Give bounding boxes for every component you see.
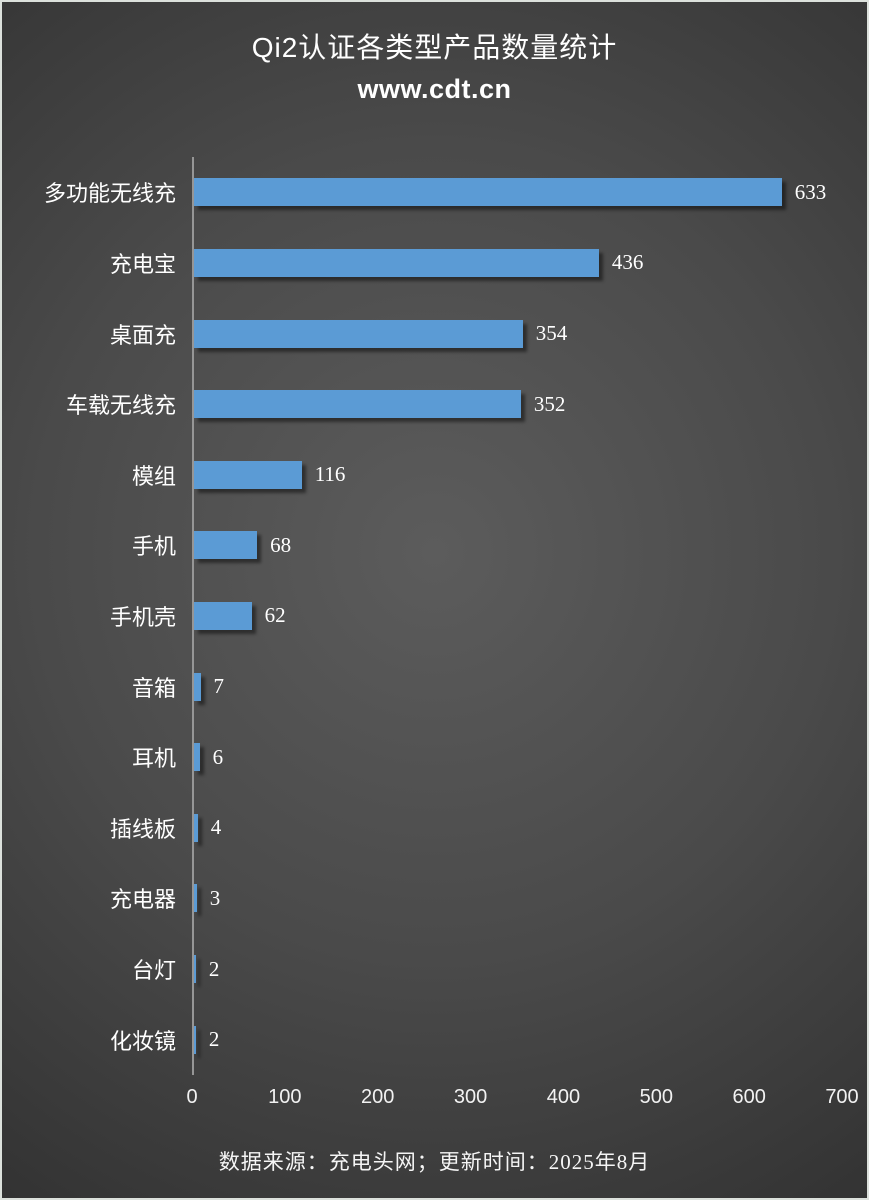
category-label: 台灯 xyxy=(131,958,176,983)
value-label: 2 xyxy=(208,1027,220,1052)
chart-subtitle: www.cdt.cn xyxy=(357,74,512,105)
bar xyxy=(194,601,252,630)
category-label: 多功能无线充 xyxy=(43,181,176,207)
x-tick-label: 0 xyxy=(186,1086,198,1108)
category-label: 充电宝 xyxy=(109,251,176,277)
category-label: 充电器 xyxy=(109,887,176,913)
category-label: 手机 xyxy=(131,534,176,560)
value-label: 2 xyxy=(208,956,220,981)
value-label: 62 xyxy=(264,603,286,628)
bar-row: 插线板 4 xyxy=(110,792,844,863)
bar xyxy=(194,178,782,207)
bar-row: 车载无线充 352 xyxy=(66,369,844,440)
bar-row: 手机 68 xyxy=(132,510,844,581)
value-label: 7 xyxy=(213,674,225,699)
bar xyxy=(194,248,599,277)
value-label: 352 xyxy=(533,391,566,416)
x-tick-label: 700 xyxy=(825,1086,859,1108)
bar xyxy=(194,531,258,560)
bar xyxy=(194,743,200,772)
x-tick-label: 500 xyxy=(639,1086,673,1108)
bar xyxy=(194,1025,196,1054)
chart-title: Qi2认证各类型产品数量统计 xyxy=(251,32,618,63)
bar-row: 桌面充 354 xyxy=(110,298,844,369)
category-label: 车载无线充 xyxy=(65,393,176,419)
bar xyxy=(194,672,201,701)
bar xyxy=(194,955,196,983)
value-label: 633 xyxy=(794,179,827,204)
category-label: 模组 xyxy=(131,463,176,489)
bar xyxy=(194,319,523,348)
bar-row: 化妆镜 2 xyxy=(110,1004,844,1075)
bar-row: 多功能无线充 633 xyxy=(44,157,844,228)
value-label: 436 xyxy=(611,250,644,275)
value-label: 354 xyxy=(535,321,568,346)
x-tick-label: 100 xyxy=(268,1086,302,1108)
bar xyxy=(194,460,302,489)
bar-row: 台灯 2 xyxy=(132,934,844,1005)
x-tick-label: 200 xyxy=(361,1086,395,1108)
chart-footer: 数据来源：充电头网；更新时间：2025年8月 xyxy=(218,1150,651,1174)
bar-row: 音箱 7 xyxy=(132,651,844,722)
category-label: 手机壳 xyxy=(109,604,176,630)
value-label: 4 xyxy=(210,815,222,840)
category-label: 化妆镜 xyxy=(109,1028,176,1054)
x-tick-label: 300 xyxy=(453,1086,488,1108)
bar xyxy=(194,813,198,842)
value-label: 6 xyxy=(212,744,224,769)
category-label: 插线板 xyxy=(109,816,176,842)
x-tick-label: 400 xyxy=(546,1086,581,1108)
value-label: 116 xyxy=(314,462,346,487)
x-axis: 0 100 200 300 400 500 600 700 xyxy=(186,1086,858,1116)
value-label: 68 xyxy=(270,532,292,557)
bar-row: 充电宝 436 xyxy=(110,228,844,299)
category-label: 桌面充 xyxy=(109,322,176,348)
chart-header: Qi2认证各类型产品数量统计 www.cdt.cn xyxy=(2,26,867,111)
x-tick-label: 600 xyxy=(732,1086,766,1108)
bar-row: 模组 116 xyxy=(132,439,844,510)
category-label: 耳机 xyxy=(131,746,176,772)
bar xyxy=(194,884,197,913)
value-label: 3 xyxy=(209,885,221,910)
bar-row: 手机壳 62 xyxy=(110,581,844,652)
bar-row: 充电器 3 xyxy=(110,863,844,934)
category-label: 音箱 xyxy=(131,675,176,701)
bar xyxy=(194,390,521,419)
bar-row: 耳机 6 xyxy=(132,722,844,793)
plot-area: 多功能无线充 633 充电宝 436 桌面充 354 车载无线充 352 模组 116 手机 68 手机… xyxy=(44,157,844,1075)
